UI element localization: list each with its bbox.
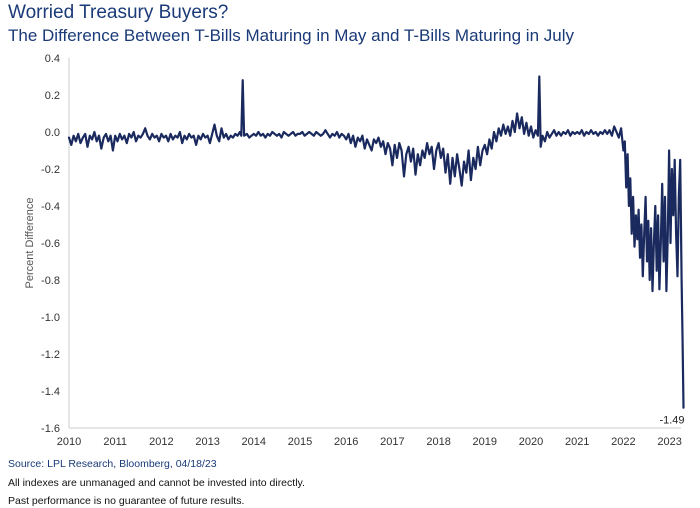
x-tick-label: 2013 [195,436,219,448]
series-line [67,75,685,409]
x-tick-label: 2018 [426,436,450,448]
x-tick-label: 2023 [657,436,681,448]
x-axis-ticks: 2010 2011 2012 2013 2014 2015 2016 2017 2018 2019… [57,436,682,448]
annotation-label: -1.49 [659,415,684,427]
performance-note: Past performance is no guarantee of futu… [8,495,245,507]
y-tick-label: -1.0 [41,312,60,324]
x-tick-label: 2014 [242,436,266,448]
x-tick-label: 2017 [380,436,404,448]
x-tick-label: 2011 [103,436,127,448]
x-tick-label: 2022 [611,436,635,448]
chart-title: Worried Treasury Buyers? [8,2,229,23]
y-tick-label: -0.8 [41,275,60,287]
y-tick-label: -0.2 [41,164,60,176]
x-tick-label: 2012 [149,436,173,448]
y-tick-label: -0.4 [41,201,60,213]
x-tick-label: 2015 [288,436,312,448]
x-tick-label: 2016 [334,436,358,448]
source-note: Source: LPL Research, Bloomberg, 04/18/2… [8,458,217,470]
y-tick-label: -1.2 [41,349,60,361]
y-tick-label: -0.6 [41,238,60,250]
x-tick-label: 2019 [473,436,497,448]
disclaimer-note: All indexes are unmanaged and cannot be … [8,477,305,489]
y-axis-label: Percent Difference [24,198,36,289]
y-tick-label: -1.6 [41,423,60,435]
y-tick-label: 0.4 [45,53,60,65]
x-tick-label: 2010 [57,436,81,448]
y-tick-label: 0.0 [45,127,60,139]
x-tick-label: 2021 [565,436,589,448]
y-tick-label: 0.2 [45,90,60,102]
chart-subtitle: The Difference Between T-Bills Maturing … [8,26,574,45]
x-tick-label: 2020 [519,436,543,448]
y-tick-label: -1.4 [41,386,60,398]
y-axis-ticks: 0.4 0.2 0.0 -0.2 -0.4 -0.6 -0.8 -1.0 -1.2 -1.4 -1.… [41,53,60,435]
